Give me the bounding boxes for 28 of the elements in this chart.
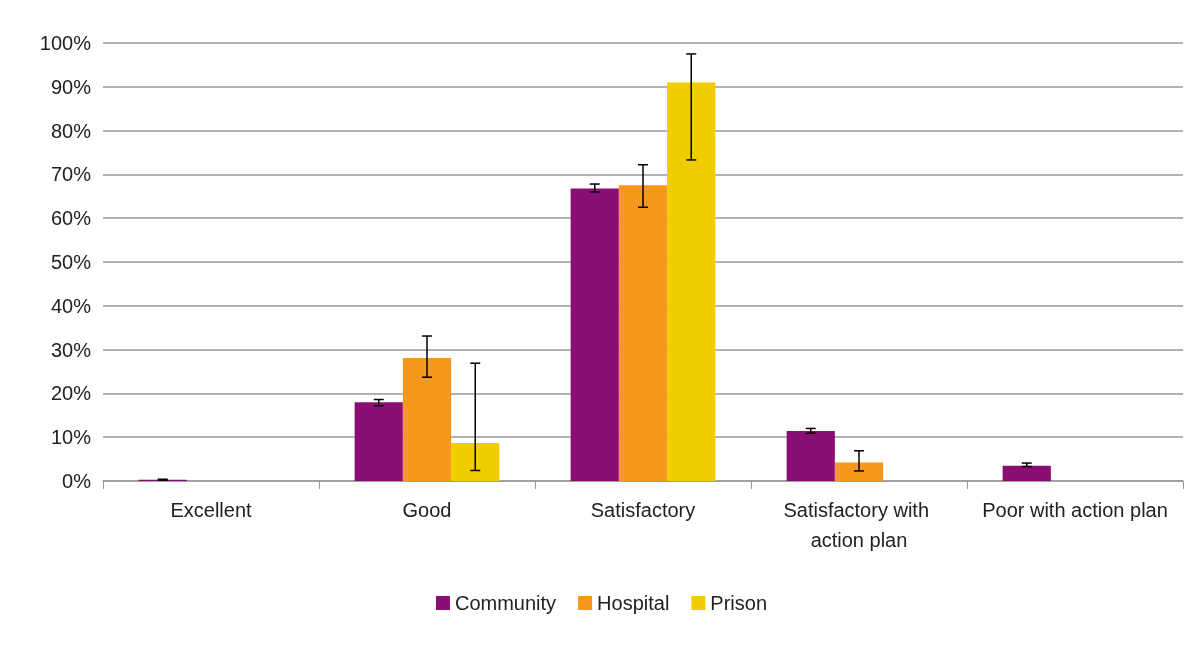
y-tick-label: 20% [50, 382, 92, 405]
bar [786, 431, 835, 481]
y-tick-label: 90% [50, 75, 92, 98]
x-tick-label: Good [402, 499, 452, 521]
bar [354, 402, 403, 481]
bar [618, 185, 668, 481]
y-tick-label: 60% [50, 207, 92, 230]
y-tick-label: 10% [50, 426, 92, 449]
y-tick-label: 100% [39, 32, 92, 54]
bar [402, 357, 452, 481]
legend-label: Hospital [597, 592, 670, 614]
bar [1002, 465, 1051, 481]
bar [451, 442, 500, 481]
bar [570, 188, 619, 481]
bar [834, 462, 884, 481]
x-tick-label: Poor with action plan [982, 499, 1168, 521]
x-tick-label: Satisfactory with action plan [783, 499, 935, 551]
y-tick-label: 40% [50, 294, 92, 317]
y-tick-label: 70% [50, 163, 92, 186]
y-tick-label: 50% [50, 251, 92, 273]
y-tick-label: 0% [62, 470, 92, 492]
legend-label: Community [454, 592, 557, 614]
y-tick-label: 30% [50, 338, 92, 361]
y-tick-label: 80% [50, 119, 92, 142]
legend-label: Prison [710, 592, 768, 614]
bar [667, 82, 716, 481]
x-tick-label: Satisfactory [590, 499, 696, 521]
x-tick-label: Excellent [170, 499, 253, 521]
